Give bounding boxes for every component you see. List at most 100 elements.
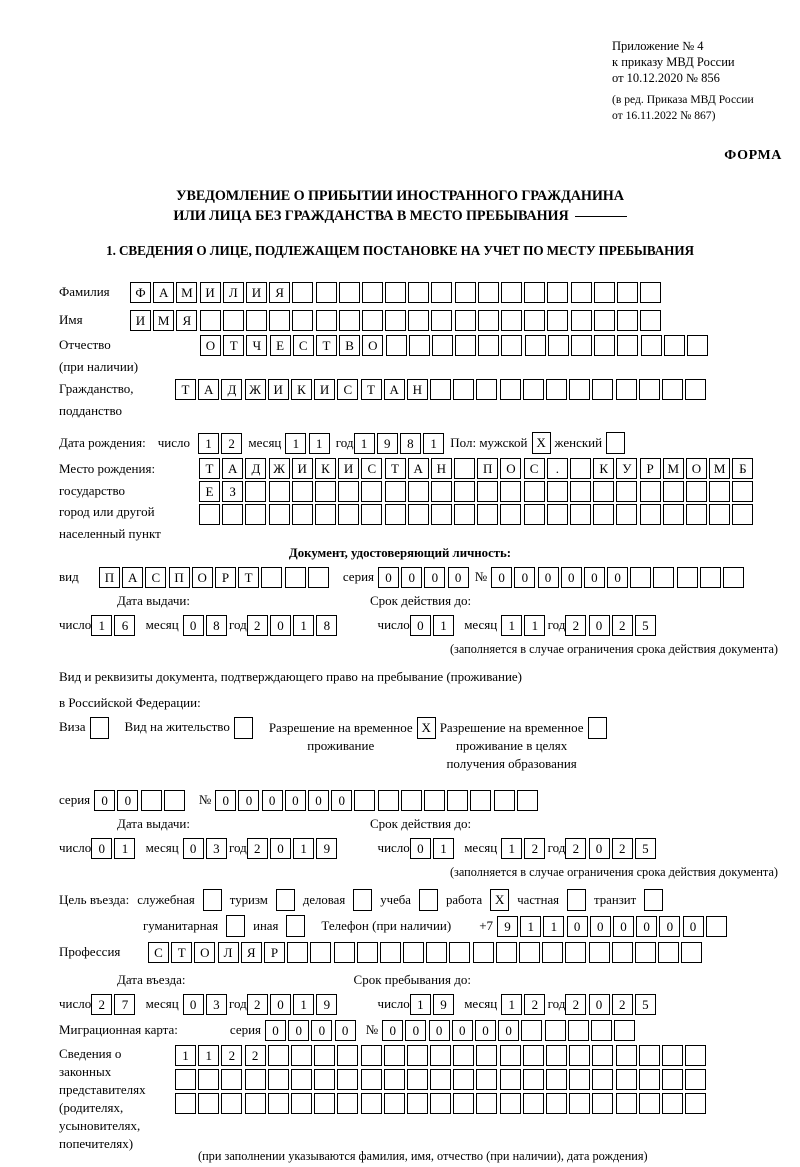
char-cell[interactable]: [453, 378, 475, 400]
char-cell[interactable]: [616, 281, 638, 303]
char-cell[interactable]: 6: [114, 614, 136, 636]
char-cell[interactable]: [379, 941, 401, 963]
char-cell[interactable]: 1: [293, 614, 315, 636]
char-cell[interactable]: [493, 789, 515, 811]
char-cell[interactable]: 8: [399, 432, 421, 454]
char-cell[interactable]: 0: [588, 614, 610, 636]
char-cell[interactable]: [640, 309, 662, 331]
char-cell[interactable]: [430, 1069, 452, 1090]
char-cell[interactable]: [476, 1093, 498, 1114]
char-cell[interactable]: [221, 1069, 243, 1090]
char-cell[interactable]: 2: [565, 837, 587, 859]
char-cell[interactable]: [662, 504, 684, 525]
representatives-cells-row-3[interactable]: [175, 1093, 800, 1114]
char-cell[interactable]: 0: [566, 915, 588, 937]
char-cell[interactable]: [685, 504, 707, 525]
char-cell[interactable]: 9: [497, 915, 519, 937]
char-cell[interactable]: Т: [175, 378, 196, 400]
option-checkbox[interactable]: Х: [490, 889, 510, 911]
sex-female-checkbox[interactable]: [606, 432, 626, 454]
char-cell[interactable]: 9: [433, 993, 454, 1015]
char-cell[interactable]: Т: [360, 378, 382, 400]
char-cell[interactable]: [477, 281, 499, 303]
char-cell[interactable]: А: [198, 378, 220, 400]
char-cell[interactable]: 0: [238, 789, 260, 811]
char-cell[interactable]: 1: [433, 837, 454, 859]
char-cell[interactable]: [661, 1093, 683, 1114]
char-cell[interactable]: [406, 1093, 428, 1114]
char-cell[interactable]: [569, 1069, 591, 1090]
char-cell[interactable]: [593, 309, 615, 331]
char-cell[interactable]: 5: [634, 837, 656, 859]
char-cell[interactable]: 1: [501, 993, 523, 1015]
char-cell[interactable]: [377, 789, 399, 811]
char-cell[interactable]: Н: [430, 458, 452, 479]
char-cell[interactable]: 0: [269, 614, 291, 636]
char-cell[interactable]: [594, 334, 616, 356]
char-cell[interactable]: [499, 378, 521, 400]
char-cell[interactable]: [501, 281, 522, 303]
char-cell[interactable]: [662, 481, 684, 502]
char-cell[interactable]: [501, 334, 523, 356]
char-cell[interactable]: [569, 1093, 591, 1114]
char-cell[interactable]: 0: [612, 915, 634, 937]
char-cell[interactable]: О: [191, 566, 213, 588]
char-cell[interactable]: [542, 941, 564, 963]
char-cell[interactable]: 1: [520, 915, 542, 937]
char-cell[interactable]: [338, 281, 360, 303]
char-cell[interactable]: 0: [636, 915, 658, 937]
char-cell[interactable]: С: [148, 941, 169, 963]
char-cell[interactable]: [431, 281, 453, 303]
char-cell[interactable]: С: [361, 458, 383, 479]
char-cell[interactable]: [454, 458, 476, 479]
char-cell[interactable]: [616, 504, 638, 525]
option-checkbox[interactable]: [286, 915, 306, 937]
char-cell[interactable]: И: [291, 458, 313, 479]
char-cell[interactable]: [522, 1069, 544, 1090]
char-cell[interactable]: С: [292, 334, 314, 356]
char-cell[interactable]: 2: [611, 837, 633, 859]
char-cell[interactable]: 0: [409, 837, 431, 859]
char-cell[interactable]: [407, 481, 429, 502]
char-cell[interactable]: [495, 941, 517, 963]
char-cell[interactable]: [699, 566, 721, 588]
char-cell[interactable]: 2: [221, 1045, 243, 1066]
char-cell[interactable]: Т: [384, 458, 406, 479]
char-cell[interactable]: [406, 1045, 428, 1066]
char-cell[interactable]: Ч: [246, 334, 268, 356]
char-cell[interactable]: Ж: [244, 378, 266, 400]
char-cell[interactable]: [430, 481, 452, 502]
char-cell[interactable]: Л: [222, 281, 244, 303]
char-cell[interactable]: 0: [447, 566, 469, 588]
char-cell[interactable]: И: [245, 281, 267, 303]
char-cell[interactable]: [175, 1069, 196, 1090]
char-cell[interactable]: [615, 1069, 637, 1090]
char-cell[interactable]: [361, 309, 383, 331]
char-cell[interactable]: [199, 309, 221, 331]
char-cell[interactable]: [453, 1045, 475, 1066]
char-cell[interactable]: 0: [382, 1019, 404, 1041]
char-cell[interactable]: 1: [285, 432, 307, 454]
char-cell[interactable]: [385, 281, 407, 303]
char-cell[interactable]: 1: [501, 837, 523, 859]
char-cell[interactable]: 0: [424, 566, 446, 588]
char-cell[interactable]: Я: [269, 281, 291, 303]
char-cell[interactable]: [245, 309, 267, 331]
char-cell[interactable]: К: [314, 458, 336, 479]
char-cell[interactable]: [447, 789, 469, 811]
edu-residence-checkbox[interactable]: [587, 717, 607, 739]
char-cell[interactable]: З: [222, 481, 244, 502]
char-cell[interactable]: [430, 1045, 452, 1066]
char-cell[interactable]: [501, 309, 522, 331]
char-cell[interactable]: [430, 378, 452, 400]
